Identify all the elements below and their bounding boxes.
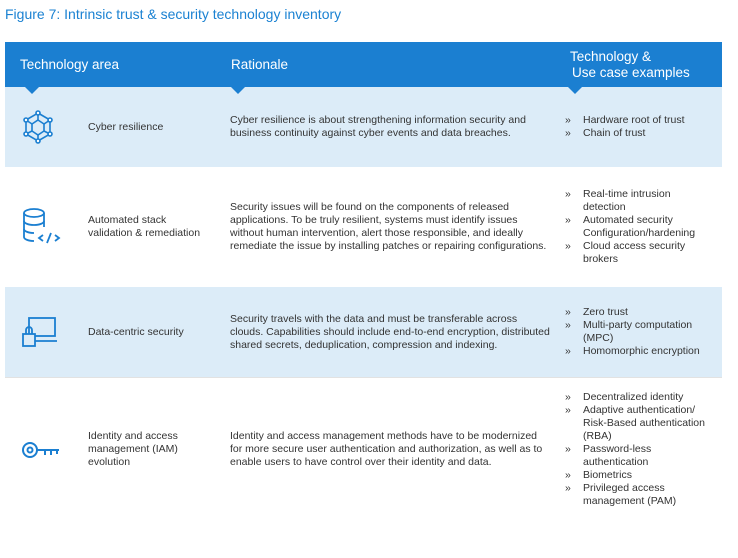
examples-list: » Real-time intrusion detection » Automated… <box>565 188 715 266</box>
bullet: » <box>565 306 571 318</box>
example-text: Multi-party computation (MPC) <box>583 319 693 344</box>
examples-cell: » Real-time intrusion detection » Automated… <box>565 167 715 287</box>
icon-cell <box>21 287 61 377</box>
area-cell: Automated stack validation & remediation <box>88 167 213 287</box>
header-examples: Technology & Use case examples <box>570 49 690 81</box>
table-row: Data-centric security Security travels wi… <box>5 287 722 377</box>
rationale-text: Cyber resilience is about strengthening … <box>230 114 526 139</box>
header-notch <box>231 87 245 94</box>
example-item: » Automated security Configuration/harden… <box>565 214 715 240</box>
example-text: Biometrics <box>583 469 633 481</box>
rationale-cell: Security travels with the data and must … <box>230 287 550 377</box>
area-text: Data-centric security <box>88 325 184 338</box>
header-area: Technology area <box>20 57 120 72</box>
example-item: » Real-time intrusion detection <box>565 188 715 214</box>
icon-cell <box>21 167 63 287</box>
icon-cell <box>21 378 61 521</box>
header-examples-line: Use case examples <box>572 65 690 80</box>
example-text: Zero trust <box>583 306 628 318</box>
bullet: » <box>565 404 571 416</box>
example-text: Adaptive authentication/ Risk-Based auth… <box>583 404 705 442</box>
header-notch <box>25 87 39 94</box>
bullet: » <box>565 127 571 139</box>
rationale-cell: Cyber resilience is about strengthening … <box>230 87 550 167</box>
examples-list: » Decentralized identity » Adaptive authent… <box>565 391 715 508</box>
table-row: Identity and access management (IAM) evo… <box>5 377 722 521</box>
area-text: Automated stack validation & remediation <box>88 214 201 239</box>
example-item: » Hardware root of trust <box>565 114 685 127</box>
icon-database <box>23 208 61 244</box>
header-examples-line: Technology & <box>570 49 652 64</box>
example-text: Automated security Configuration/hardeni… <box>583 214 696 239</box>
bullet: » <box>565 391 571 403</box>
example-text: Hardware root of trust <box>583 114 685 126</box>
table-header: Technology area Rationale Technology & U… <box>5 42 722 87</box>
example-item: » Biometrics <box>565 469 715 482</box>
bullet: » <box>565 240 571 252</box>
examples-cell: » Decentralized identity » Adaptive authent… <box>565 378 715 521</box>
header-rationale: Rationale <box>231 57 289 72</box>
examples-list: » Hardware root of trust » Chain of trust <box>565 114 685 140</box>
figure-title: Figure 7: Intrinsic trust & security tec… <box>5 6 342 22</box>
example-item: » Decentralized identity <box>565 391 715 404</box>
example-item: » Homomorphic encryption <box>565 345 715 358</box>
area-cell: Data-centric security <box>88 287 213 377</box>
rationale-cell: Identity and access management methods h… <box>230 378 550 521</box>
area-text: Identity and access management (IAM) evo… <box>88 430 178 468</box>
example-text: Chain of trust <box>583 127 646 139</box>
example-text: Decentralized identity <box>583 391 684 403</box>
example-item: » Password-less authentication <box>565 443 715 469</box>
example-text: Privileged access management (PAM) <box>583 482 677 507</box>
table-row: Automated stack validation & remediation… <box>5 167 722 287</box>
examples-cell: » Zero trust » Multi-party computation (MPC… <box>565 287 715 377</box>
examples-list: » Zero trust » Multi-party computation (MPC… <box>565 306 715 358</box>
example-item: » Privileged access management (PAM) <box>565 482 715 508</box>
icon-laptop-lock <box>22 317 57 347</box>
bullet: » <box>565 482 571 494</box>
icon-cell <box>21 87 55 167</box>
bullet: » <box>565 214 571 226</box>
bullet: » <box>565 319 571 331</box>
table-row: Cyber resilience Cyber resilience is abou… <box>5 87 722 167</box>
rationale-cell: Security issues will be found on the com… <box>230 167 550 287</box>
example-text: Homomorphic encryption <box>583 345 700 357</box>
area-text: Cyber resilience <box>88 120 164 133</box>
example-item: » Chain of trust <box>565 127 685 140</box>
example-item: » Multi-party computation (MPC) <box>565 319 715 345</box>
example-item: » Adaptive authentication/ Risk-Based aut… <box>565 404 715 443</box>
rationale-text: Security issues will be found on the com… <box>230 201 547 252</box>
example-item: » Zero trust <box>565 306 715 319</box>
example-text: Password-less authentication <box>583 443 652 468</box>
bullet: » <box>565 469 571 481</box>
rationale-text: Security travels with the data and must … <box>230 312 550 351</box>
icon-network <box>23 110 53 144</box>
icon-key <box>22 441 59 458</box>
header-notch <box>568 87 582 94</box>
bullet: » <box>565 443 571 455</box>
rationale-text: Identity and access management methods h… <box>230 430 543 468</box>
area-cell: Identity and access management (IAM) evo… <box>88 378 213 521</box>
example-item: » Cloud access security brokers <box>565 240 715 266</box>
example-text: Real-time intrusion detection <box>583 188 671 213</box>
bullet: » <box>565 345 571 357</box>
bullet: » <box>565 188 571 200</box>
bullet: » <box>565 114 571 126</box>
area-cell: Cyber resilience <box>88 87 213 167</box>
example-text: Cloud access security brokers <box>583 240 686 265</box>
examples-cell: » Hardware root of trust » Chain of trust <box>565 87 715 167</box>
